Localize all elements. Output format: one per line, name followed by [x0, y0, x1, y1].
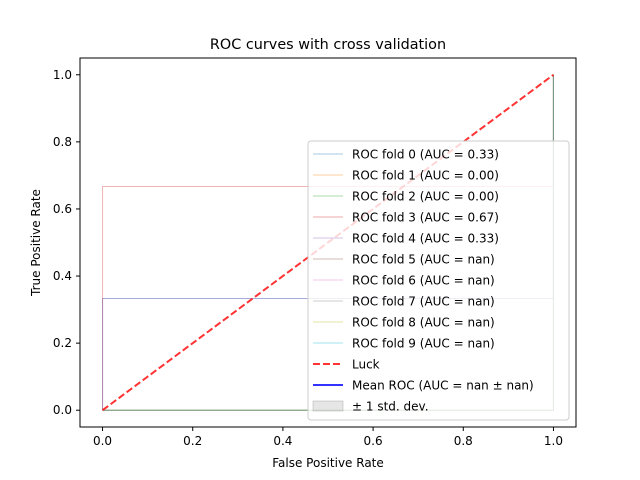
legend-fold-5-label: ROC fold 5 (AUC = nan) [352, 253, 495, 267]
legend-fold-3-label: ROC fold 3 (AUC = 0.67) [352, 211, 499, 225]
legend: ROC fold 0 (AUC = 0.33) ROC fold 1 (AUC =… [307, 140, 570, 421]
y-tick-label: 0.0 [53, 403, 72, 417]
x-tick-label: 0.8 [454, 434, 473, 448]
x-tick-label: 1.0 [544, 434, 563, 448]
x-tick-label: 0.0 [93, 434, 112, 448]
chart-title: ROC curves with cross validation [210, 37, 446, 53]
y-tick-label: 0.2 [53, 336, 72, 350]
legend-items: ROC fold 0 (AUC = 0.33) ROC fold 1 (AUC =… [312, 148, 534, 414]
legend-luck-label: Luck [352, 358, 380, 372]
legend-fold-6-label: ROC fold 6 (AUC = nan) [352, 274, 495, 288]
y-tick-label: 0.8 [53, 135, 72, 149]
legend-std-label: ± 1 std. dev. [352, 400, 429, 414]
x-tick-label: 0.2 [183, 434, 202, 448]
y-tick-label: 1.0 [53, 68, 72, 82]
legend-fold-2-label: ROC fold 2 (AUC = 0.00) [352, 190, 499, 204]
y-axis-label: True Positive Rate [29, 189, 43, 297]
y-tick-label: 0.4 [53, 269, 72, 283]
x-axis-label: False Positive Rate [272, 456, 384, 470]
legend-fold-0-label: ROC fold 0 (AUC = 0.33) [352, 148, 499, 162]
x-tick-label: 0.6 [364, 434, 383, 448]
legend-fold-4-label: ROC fold 4 (AUC = 0.33) [352, 232, 499, 246]
legend-fold-8-label: ROC fold 8 (AUC = nan) [352, 316, 495, 330]
axes-frame [79, 57, 577, 428]
legend-fold-1-label: ROC fold 1 (AUC = 0.00) [352, 169, 499, 183]
legend-box [307, 140, 570, 421]
x-axis-ticks: 0.0 0.2 0.4 0.6 0.8 1.0 [93, 427, 563, 448]
legend-fold-9-label: ROC fold 9 (AUC = nan) [352, 337, 495, 351]
legend-fold-7-label: ROC fold 7 (AUC = nan) [352, 295, 495, 309]
x-tick-label: 0.4 [273, 434, 292, 448]
y-axis-ticks: 0.0 0.2 0.4 0.6 0.8 1.0 [53, 68, 80, 417]
y-tick-label: 0.6 [53, 202, 72, 216]
legend-mean-label: Mean ROC (AUC = nan ± nan) [352, 379, 534, 393]
legend-std-patch [312, 400, 344, 412]
